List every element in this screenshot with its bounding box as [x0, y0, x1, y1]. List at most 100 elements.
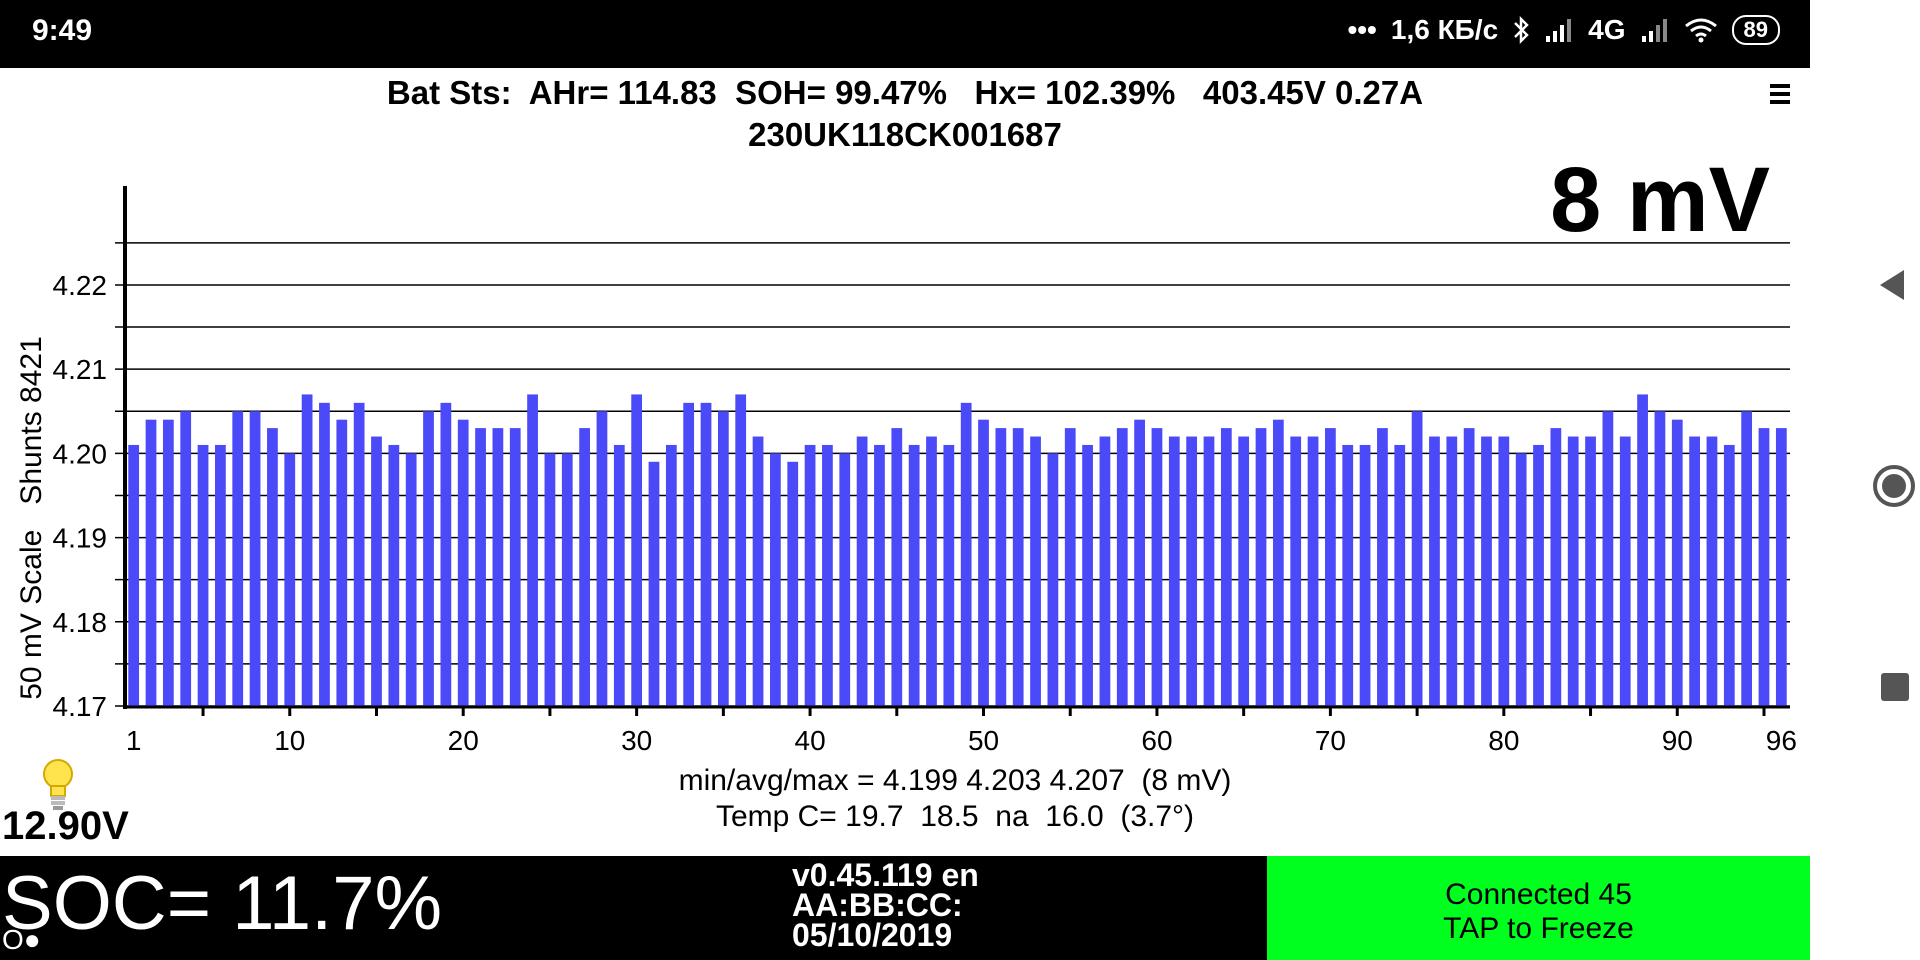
x-tick-label: 50 — [968, 725, 999, 756]
x-tick-label: 10 — [274, 725, 305, 756]
bar-cell-26 — [561, 453, 573, 706]
y-axis-label: 50 mV Scale Shunts 8421 — [15, 336, 48, 700]
bar-cell-35 — [717, 411, 729, 706]
more-notifications-icon: ••• — [1347, 14, 1377, 45]
bar-cell-57 — [1099, 436, 1111, 706]
bar-cell-63 — [1203, 436, 1215, 706]
bar-cell-9 — [267, 428, 278, 706]
bar-cell-72 — [1359, 444, 1371, 706]
bar-cell-94 — [1741, 411, 1753, 706]
bar-cell-40 — [804, 444, 816, 706]
bar-cell-51 — [995, 428, 1007, 706]
x-tick-label: 1 — [126, 725, 142, 756]
system-icons: ••• 1,6 КБ/с 4G 89 — [1347, 14, 1780, 46]
y-tick-label: 4.19 — [53, 523, 108, 554]
bar-cell-18 — [423, 411, 434, 706]
bar-cell-41 — [822, 444, 833, 706]
bar-cell-50 — [978, 419, 989, 706]
wifi-icon — [1684, 18, 1717, 43]
back-icon[interactable] — [1878, 268, 1906, 302]
soc-display: SOC= 11.7% — [2, 861, 443, 946]
y-tick-label: 4.18 — [53, 607, 108, 638]
app-content: Bat Sts: AHr= 114.83 SOH= 99.47% Hx= 102… — [0, 68, 1810, 856]
bar-cell-42 — [839, 453, 851, 706]
vin-label: 230UK118CK001687 — [748, 116, 1062, 153]
version-info: v0.45.119 en AA:BB:CC: 05/10/2019 — [792, 859, 979, 953]
connection-status-button[interactable]: Connected 45 TAP to Freeze — [1267, 856, 1810, 960]
bar-cell-82 — [1533, 444, 1544, 706]
soc-indicator: O● — [2, 924, 41, 955]
bar-cell-33 — [683, 402, 695, 706]
connection-status: Connected 45 — [1445, 878, 1632, 911]
y-tick-label: 4.17 — [53, 691, 108, 722]
freeze-instruction: TAP to Freeze — [1443, 912, 1634, 945]
cell-voltage-chart: 4.17 4.18 4.19 4.20 4.21 4.22 1 10 20 30 40 50 60 70 8… — [53, 186, 1797, 756]
x-tick-label: 96 — [1766, 725, 1797, 756]
bar-cell-81 — [1515, 453, 1527, 706]
device-address: AA:BB:CC: — [792, 887, 963, 923]
bar-cell-71 — [1342, 444, 1354, 706]
temperature-stats: Temp C= 19.7 18.5 na 16.0 (3.7°) — [715, 800, 1195, 833]
network-speed: 1,6 КБ/с — [1390, 14, 1499, 45]
bar-cell-19 — [440, 402, 452, 706]
version-date: 05/10/2019 — [792, 917, 953, 953]
x-tick-label: 20 — [448, 725, 479, 756]
bar-cell-89 — [1654, 411, 1666, 706]
bar-cell-48 — [943, 444, 955, 706]
bar-cell-21 — [475, 428, 486, 706]
bar-cell-86 — [1602, 411, 1614, 706]
menu-icon[interactable] — [1770, 80, 1790, 110]
bar-cell-95 — [1758, 428, 1770, 706]
bar-cell-22 — [492, 428, 504, 706]
bar-cell-10 — [284, 453, 296, 706]
bar-cell-83 — [1550, 428, 1562, 706]
bar-cell-52 — [1012, 428, 1024, 706]
bar-cell-49 — [960, 402, 972, 706]
home-icon[interactable] — [1872, 464, 1916, 508]
bar-cell-20 — [457, 419, 469, 706]
bar-cell-90 — [1671, 419, 1683, 706]
bar-cell-88 — [1637, 394, 1648, 706]
bar-cell-39 — [787, 461, 799, 706]
bar-cell-16 — [388, 444, 400, 706]
x-tick-label: 30 — [621, 725, 652, 756]
bar-cell-30 — [631, 394, 643, 706]
y-tick-label: 4.21 — [53, 354, 108, 385]
bar-cell-65 — [1238, 436, 1250, 706]
bar-cell-78 — [1463, 428, 1475, 706]
bar-cell-14 — [353, 402, 365, 706]
bar-cell-70 — [1325, 428, 1336, 706]
bar-cell-59 — [1134, 419, 1145, 706]
bar-cell-43 — [856, 436, 868, 706]
bar-cell-27 — [579, 428, 590, 706]
bar-cell-8 — [249, 411, 261, 706]
bar-cell-68 — [1290, 436, 1302, 706]
bar-cell-60 — [1151, 428, 1163, 706]
bar-cell-56 — [1082, 444, 1093, 706]
spread-value: 8 mV — [1550, 149, 1770, 251]
bottom-panel: SOC= 11.7% O● v0.45.119 en AA:BB:CC: 05/… — [0, 856, 1810, 960]
bar-cell-77 — [1446, 436, 1458, 706]
y-tick-label: 4.22 — [53, 270, 108, 301]
recents-icon[interactable] — [1880, 672, 1910, 702]
bar-cell-28 — [596, 411, 608, 706]
bar-cell-45 — [891, 428, 903, 706]
signal-icon-2 — [1641, 19, 1667, 42]
bar-cell-80 — [1498, 436, 1510, 706]
bar-cell-58 — [1116, 428, 1128, 706]
bar-cell-17 — [405, 453, 417, 706]
bar-cell-91 — [1689, 436, 1700, 706]
x-tick-label: 90 — [1662, 725, 1693, 756]
x-tick-label: 40 — [795, 725, 826, 756]
bar-cell-54 — [1047, 453, 1059, 706]
navigation-bar — [1810, 0, 1920, 960]
bar-cell-3 — [162, 419, 174, 706]
bar-cell-23 — [509, 428, 521, 706]
bar-cell-53 — [1030, 436, 1041, 706]
bar-cell-66 — [1255, 428, 1267, 706]
lightbulb-icon[interactable] — [38, 756, 78, 816]
bar-cell-12 — [319, 402, 330, 706]
y-tick-label: 4.20 — [53, 438, 108, 469]
bar-cell-87 — [1619, 436, 1631, 706]
aux-battery-voltage: 12.90V — [2, 804, 129, 848]
